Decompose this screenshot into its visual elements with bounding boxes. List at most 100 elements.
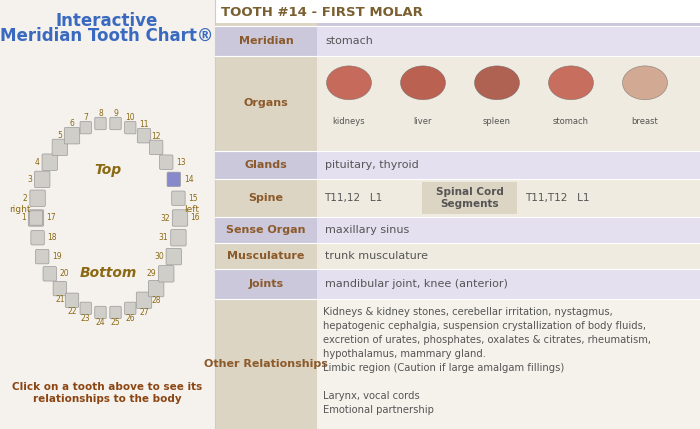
Text: Other Relationships: Other Relationships — [204, 359, 328, 369]
Bar — [215, 243, 317, 269]
Text: Organs: Organs — [244, 99, 288, 109]
FancyBboxPatch shape — [94, 117, 106, 130]
Bar — [215, 299, 317, 429]
Bar — [317, 217, 700, 243]
FancyBboxPatch shape — [42, 154, 57, 170]
Text: T11,12   L1: T11,12 L1 — [324, 193, 382, 203]
FancyBboxPatch shape — [148, 281, 164, 297]
Ellipse shape — [400, 66, 445, 100]
Bar — [317, 151, 700, 179]
FancyBboxPatch shape — [125, 302, 136, 314]
Text: breast: breast — [631, 117, 659, 126]
FancyBboxPatch shape — [94, 306, 106, 319]
Text: 5: 5 — [57, 131, 62, 140]
Text: Interactive: Interactive — [56, 12, 158, 30]
Bar — [317, 23, 700, 26]
Text: 26: 26 — [125, 314, 135, 323]
Text: 28: 28 — [151, 296, 161, 305]
Bar — [422, 182, 517, 214]
FancyBboxPatch shape — [110, 306, 121, 319]
FancyBboxPatch shape — [29, 211, 43, 225]
FancyBboxPatch shape — [137, 129, 150, 143]
FancyBboxPatch shape — [28, 210, 43, 226]
Ellipse shape — [622, 66, 668, 100]
Text: Top: Top — [94, 163, 122, 177]
FancyBboxPatch shape — [166, 248, 181, 265]
FancyBboxPatch shape — [174, 211, 187, 225]
Bar — [317, 56, 700, 151]
FancyBboxPatch shape — [80, 121, 92, 134]
Bar — [215, 0, 700, 26]
Text: 3: 3 — [27, 175, 32, 184]
Text: Meridian: Meridian — [239, 36, 293, 46]
FancyBboxPatch shape — [171, 230, 186, 246]
Text: 4: 4 — [35, 158, 40, 166]
Text: trunk musculature: trunk musculature — [325, 251, 428, 261]
Text: 9: 9 — [113, 109, 118, 118]
FancyBboxPatch shape — [53, 281, 66, 296]
FancyBboxPatch shape — [172, 210, 188, 226]
Text: 29: 29 — [146, 269, 156, 278]
Text: TOOTH #14 - FIRST MOLAR: TOOTH #14 - FIRST MOLAR — [221, 6, 423, 19]
Bar — [317, 299, 700, 429]
Bar — [317, 179, 700, 217]
Text: Spinal Cord
Segments: Spinal Cord Segments — [435, 187, 503, 209]
Bar — [215, 56, 317, 151]
Text: 25: 25 — [111, 318, 120, 327]
Text: maxillary sinus: maxillary sinus — [325, 225, 410, 235]
Text: 13: 13 — [176, 158, 186, 166]
FancyBboxPatch shape — [30, 190, 46, 206]
Text: right: right — [9, 205, 31, 214]
FancyBboxPatch shape — [125, 121, 136, 134]
Text: kidneys: kidneys — [332, 117, 365, 126]
Text: 32: 32 — [160, 214, 170, 223]
FancyBboxPatch shape — [34, 171, 50, 187]
Bar — [215, 26, 317, 56]
Bar — [0, 0, 215, 429]
Text: 15: 15 — [188, 194, 198, 203]
Text: T11,T12   L1: T11,T12 L1 — [525, 193, 589, 203]
FancyBboxPatch shape — [160, 155, 173, 169]
Text: 7: 7 — [83, 113, 88, 122]
Text: Bottom: Bottom — [79, 266, 136, 280]
Text: left: left — [185, 205, 200, 214]
Text: 1: 1 — [21, 214, 26, 223]
Text: 31: 31 — [159, 233, 169, 242]
FancyBboxPatch shape — [172, 191, 185, 205]
Ellipse shape — [475, 66, 519, 100]
Text: stomach: stomach — [553, 117, 589, 126]
FancyBboxPatch shape — [158, 266, 174, 282]
FancyBboxPatch shape — [110, 117, 121, 130]
Ellipse shape — [326, 66, 372, 100]
Text: Joints: Joints — [248, 279, 284, 289]
Text: 22: 22 — [67, 307, 77, 316]
Text: Sense Organ: Sense Organ — [226, 225, 306, 235]
FancyBboxPatch shape — [150, 140, 163, 154]
Text: 17: 17 — [46, 214, 55, 223]
Text: Click on a tooth above to see its
relationships to the body: Click on a tooth above to see its relati… — [12, 382, 202, 404]
Text: 30: 30 — [154, 252, 164, 261]
Bar — [215, 151, 317, 179]
Text: 19: 19 — [52, 252, 62, 261]
Text: Spine: Spine — [248, 193, 284, 203]
FancyBboxPatch shape — [65, 293, 78, 308]
FancyBboxPatch shape — [31, 230, 44, 245]
Text: spleen: spleen — [483, 117, 511, 126]
Bar — [215, 217, 317, 243]
Bar — [317, 243, 700, 269]
Text: stomach: stomach — [325, 36, 373, 46]
Ellipse shape — [549, 66, 594, 100]
FancyBboxPatch shape — [36, 249, 49, 264]
Text: 21: 21 — [55, 295, 64, 304]
FancyBboxPatch shape — [52, 139, 67, 156]
Bar — [317, 269, 700, 299]
Text: mandibular joint, knee (anterior): mandibular joint, knee (anterior) — [325, 279, 508, 289]
Text: pituitary, thyroid: pituitary, thyroid — [325, 160, 419, 170]
Text: 16: 16 — [190, 214, 200, 223]
Text: Musculature: Musculature — [228, 251, 304, 261]
Text: 23: 23 — [81, 314, 90, 323]
Text: 24: 24 — [96, 318, 105, 327]
Bar — [215, 179, 317, 217]
Text: 8: 8 — [98, 109, 103, 118]
Text: 27: 27 — [139, 308, 149, 317]
